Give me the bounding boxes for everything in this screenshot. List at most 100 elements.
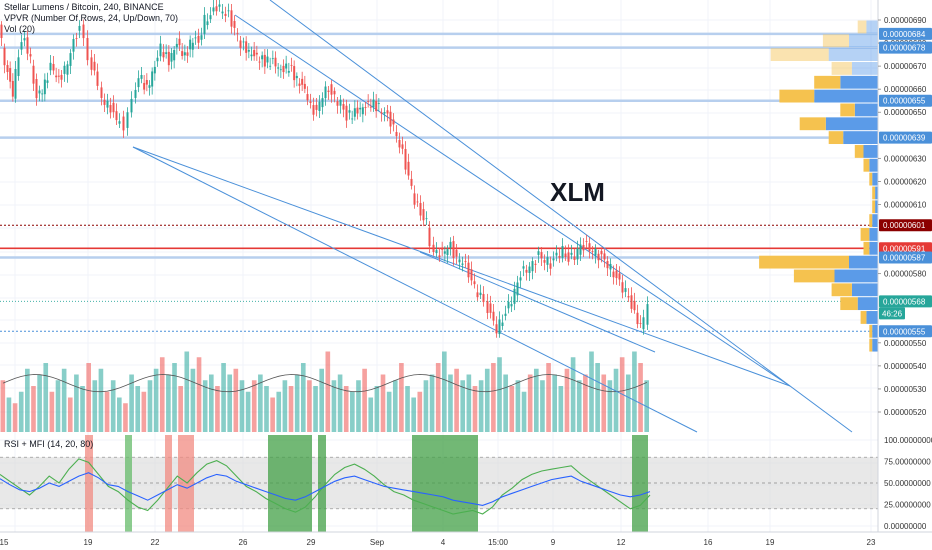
candle-body (23, 38, 26, 41)
candle-body (353, 108, 356, 117)
candle-body (516, 282, 519, 296)
candle-body (170, 53, 173, 62)
candle-body (461, 263, 464, 265)
volume-bar (331, 380, 337, 432)
volume-bar (319, 368, 324, 432)
axis-tick-label: 0.00000530 (884, 385, 927, 394)
candle-body (501, 322, 504, 327)
price-tag-label: 0.00000684 (883, 30, 926, 39)
candle-body (312, 105, 315, 115)
candle-body (398, 139, 401, 148)
candle-body (143, 82, 146, 90)
candle-body (209, 15, 212, 20)
volume-bar (239, 380, 245, 432)
candle-body (356, 107, 359, 114)
candle-body (507, 301, 510, 309)
price-tag-label: 0.00000655 (883, 97, 926, 106)
volume-bars (0, 351, 649, 432)
vp-row-up (851, 283, 878, 297)
candle-body (525, 269, 528, 273)
vp-row-down (814, 75, 841, 89)
candle-body (52, 63, 55, 71)
candle-body (236, 33, 239, 35)
candle-body (395, 132, 398, 137)
vp-row-down (759, 255, 849, 269)
candle-body (486, 301, 489, 314)
mfi-zone (165, 435, 172, 532)
volume-bar (202, 380, 208, 432)
volume-bar (478, 380, 484, 432)
time-tick-label: 19 (766, 538, 775, 547)
volume-bar (423, 380, 429, 432)
mfi-zone (268, 435, 312, 532)
axis-tick-label: 0.00000580 (884, 270, 927, 279)
candle-body (438, 255, 441, 258)
candle-body (540, 252, 543, 259)
candle-body (233, 21, 236, 28)
volume-bar (411, 397, 416, 432)
candle-body (642, 317, 645, 330)
volume-bar (245, 391, 251, 432)
vp-row-down (857, 20, 867, 34)
rsi-axis-label: 25.00000000 (884, 501, 931, 510)
volume-bar (159, 357, 165, 432)
candle-body (432, 244, 435, 253)
candle-body (594, 248, 597, 256)
volume-bar (356, 380, 361, 432)
trendline (234, 14, 791, 387)
candle-body (446, 249, 449, 256)
mfi-line (0, 458, 651, 515)
candle-body (82, 24, 85, 39)
candle-body (14, 68, 17, 99)
candle-body (410, 178, 413, 186)
volume-bar (74, 374, 79, 432)
price-tag-label: 0.00000678 (883, 44, 926, 53)
candle-body (633, 300, 636, 311)
candle-body (41, 93, 44, 95)
trendlines[interactable] (132, 0, 853, 433)
candle-body (212, 7, 215, 12)
candle-body (86, 38, 89, 61)
candle-body (336, 101, 339, 106)
price-tag-label: 0.00000639 (883, 134, 926, 143)
axis-tick-label: 0.00000650 (884, 108, 927, 117)
volume-bar (472, 386, 478, 432)
candle-body (269, 65, 272, 67)
candle-body (482, 294, 485, 303)
candle-body (603, 253, 606, 260)
volume-bar (221, 363, 226, 432)
axis-tick-label: 0.00000630 (884, 154, 927, 163)
candle-body (636, 312, 639, 325)
candle-body (9, 68, 12, 82)
time-tick-label: 29 (307, 538, 316, 547)
rsi-mfi-label: RSI + MFI (14, 20, 80) (4, 439, 94, 449)
vp-row-down (869, 172, 873, 186)
candle-body (301, 78, 304, 85)
volume-bar (43, 363, 49, 432)
candle-body (140, 74, 143, 79)
volume-bar (55, 380, 61, 432)
vp-row-up (851, 62, 878, 75)
volume-bar (98, 368, 104, 432)
volume-bar (583, 374, 588, 432)
volume-bar (515, 380, 521, 432)
vp-row-up (849, 255, 878, 269)
candle-body (295, 75, 298, 79)
candle-body (597, 253, 600, 261)
candle-body (66, 64, 69, 75)
volume-bar (282, 380, 288, 432)
time-tick-label: 12 (617, 538, 626, 547)
candle-body (489, 303, 492, 313)
candle-body (93, 61, 96, 71)
candle-body (315, 104, 318, 110)
candle-body (549, 263, 552, 269)
candle-body (106, 100, 109, 108)
volume-bar (104, 391, 110, 432)
candle-body (351, 118, 354, 120)
candle-body (57, 75, 60, 77)
volume-bar (258, 374, 263, 432)
volume-bar (429, 374, 435, 432)
axis-tick-label: 0.00000620 (884, 177, 927, 186)
vp-row-down (793, 269, 835, 283)
